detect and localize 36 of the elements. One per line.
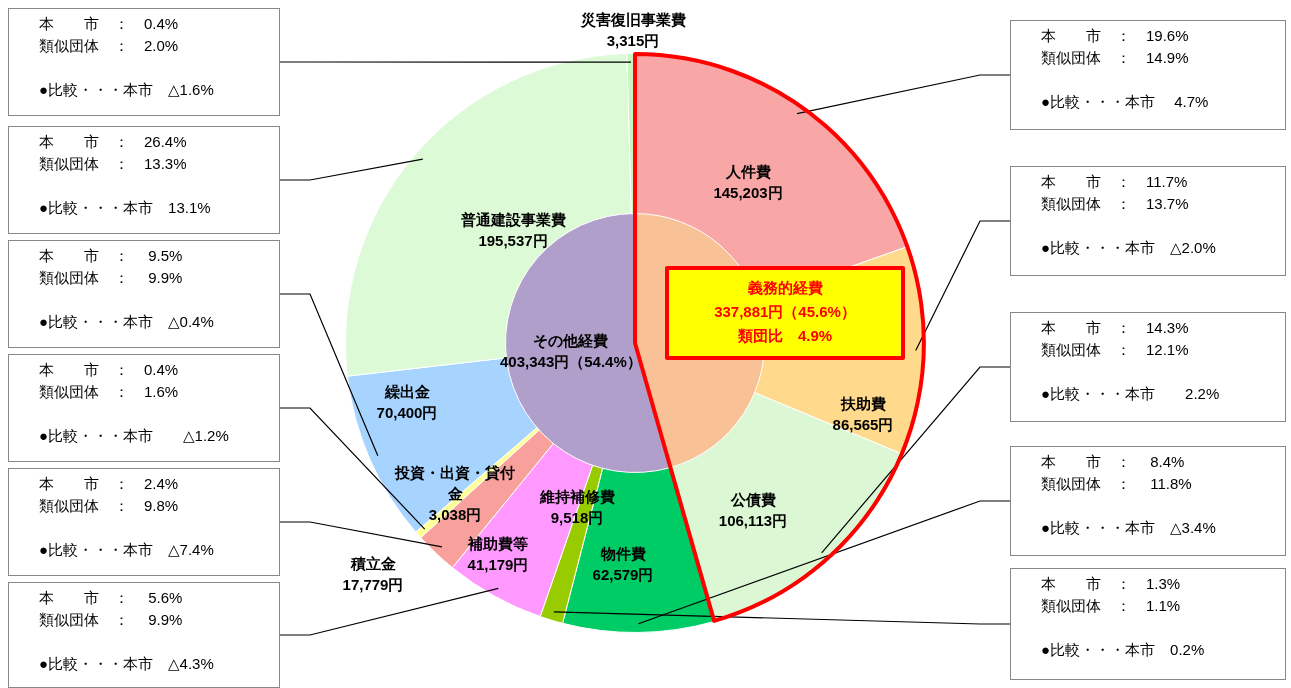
slice-label: 人件費 [724,162,771,180]
data-label: 195,537円 [478,231,548,249]
data-label: 3,315円 [606,31,660,49]
text: 本 市 ： 19.6% 類似団体 ： 14.9% ●比較・・・本市 4.7% [1041,27,1209,110]
slice-label: その他経費 [533,331,609,349]
text: 本 市 ： 2.4% 類似団体 ： 9.8% ●比較・・・本市 △7.4% [39,475,214,558]
data-label: 337,881円（45.6%） [714,303,856,321]
text: 本 市 ： 1.3% 類似団体 ： 1.1% ●比較・・・本市 0.2% [1041,575,1205,658]
slice-label: 普通建設事業費 [459,210,566,228]
text: 本 市 ： 26.4% 類似団体 ： 13.3% ●比較・・・本市 13.1% [39,133,211,216]
text: 本 市 ： 0.4% 類似団体 ： 1.6% ●比較・・・本市 △1.2% [39,361,229,444]
text: 本 市 ： 9.5% 類似団体 ： 9.9% ●比較・・・本市 △0.4% [39,247,214,330]
slice-label: 災害復旧事業費 [579,10,686,28]
data-label: 62,579円 [592,565,654,583]
slice-label: 投資・出資・貸付金 [394,464,515,503]
data-label: 145,203円 [713,183,783,201]
slice-label: 積立金 [349,554,396,572]
data-label: 3,038円 [428,506,482,524]
data-label: 17,779円 [342,575,404,593]
text: 本 市 ： 5.6% 類似団体 ： 9.9% ●比較・・・本市 △4.3% [39,589,214,672]
text: 類団比 4.9% [736,327,833,345]
data-label: 403,343円（54.4%） [499,352,642,370]
slice-label: 義務的経費 [746,279,823,297]
text: 本 市 ： 8.4% 類似団体 ： 11.8% ●比較・・・本市 △3.4% [1041,453,1216,536]
slice-label: 補助費等 [467,534,528,552]
data-label: 41,179円 [467,555,529,573]
slice-label: 物件費 [599,544,646,562]
slice-label: 繰出金 [383,382,430,400]
text: 本 市 ： 0.4% 類似団体 ： 2.0% ●比較・・・本市 △1.6% [39,15,214,98]
text: 本 市 ： 11.7% 類似団体 ： 13.7% ●比較・・・本市 △2.0% [1041,173,1216,256]
data-label: 86,565円 [832,415,894,433]
data-label: 106,113円 [718,511,788,529]
slice-label: 扶助費 [839,394,886,412]
slice-label: 公債費 [729,490,776,508]
data-label: 70,400円 [376,403,438,421]
text: 本 市 ： 14.3% 類似団体 ： 12.1% ●比較・・・本市 2.2% [1041,319,1220,402]
